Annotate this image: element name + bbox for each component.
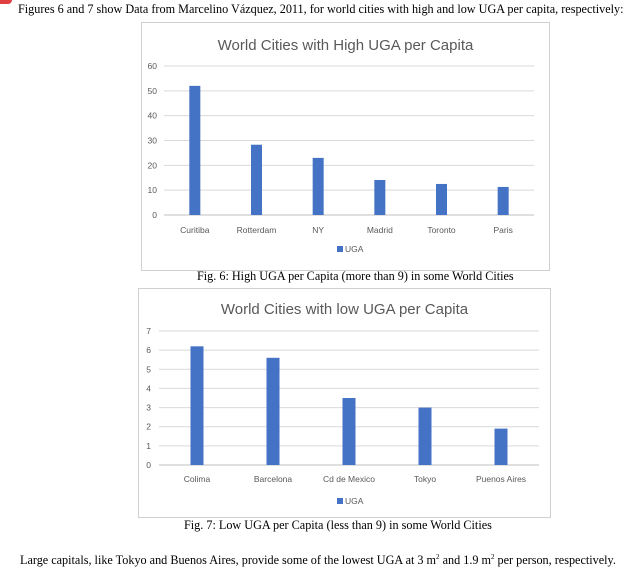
- y-tick-label: 2: [146, 422, 151, 432]
- y-tick-label: 1: [146, 441, 151, 451]
- high-uga-chart-svg: World Cities with High UGA per Capita 0 1…: [148, 37, 534, 254]
- low-uga-chart: World Cities with low UGA per Capita 0 1 2…: [138, 288, 551, 518]
- intro-paragraph: Figures 6 and 7 show Data from Marcelino…: [18, 2, 624, 16]
- bar: [497, 186, 509, 215]
- category-label: Rotterdam: [237, 225, 277, 235]
- superscript-2a: 2: [436, 552, 440, 561]
- bar: [436, 183, 447, 215]
- category-label: Madrid: [367, 225, 393, 235]
- y-tick-label: 60: [148, 61, 158, 71]
- y-tick-label: 10: [148, 185, 158, 195]
- y-tick-label: 5: [146, 364, 151, 374]
- bar: [374, 179, 386, 215]
- chart-title: World Cities with low UGA per Capita: [221, 301, 469, 318]
- category-label: Paris: [493, 225, 512, 235]
- figure-7-caption: Fig. 7: Low UGA per Capita (less than 9)…: [184, 518, 492, 532]
- closing-text-3: per person, respectively.: [494, 553, 616, 567]
- high-uga-chart: World Cities with High UGA per Capita 0 1…: [141, 22, 550, 271]
- category-label: Curitiba: [180, 225, 210, 235]
- category-label: Tokyo: [414, 474, 436, 484]
- category-label: Puenos Aires: [476, 474, 526, 484]
- closing-paragraph: Large capitals, like Tokyo and Buenos Ai…: [20, 553, 620, 568]
- y-tick-label: 50: [148, 86, 158, 96]
- category-label: Cd de Mexico: [323, 474, 375, 484]
- y-tick-label: 7: [146, 326, 151, 336]
- y-tick-label: 40: [148, 111, 158, 121]
- category-label: Toronto: [427, 225, 456, 235]
- legend-label: UGA: [345, 496, 364, 506]
- bar: [418, 407, 432, 465]
- decorative-red-mark: [0, 0, 12, 4]
- bar: [342, 398, 356, 465]
- closing-text-1: Large capitals, like Tokyo and Buenos Ai…: [20, 553, 437, 567]
- category-label: Barcelona: [254, 474, 293, 484]
- legend-label: UGA: [345, 244, 364, 254]
- low-uga-chart-svg: World Cities with low UGA per Capita 0 1 2…: [146, 301, 539, 506]
- y-tick-label: 0: [146, 460, 151, 470]
- superscript-2b: 2: [491, 552, 495, 561]
- bar: [494, 428, 508, 465]
- category-label: NY: [312, 225, 324, 235]
- y-tick-label: 4: [146, 383, 151, 393]
- y-tick-label: 6: [146, 345, 151, 355]
- legend-swatch: [337, 498, 343, 504]
- figure-6-caption: Fig. 6: High UGA per Capita (more than 9…: [197, 269, 514, 283]
- legend-swatch: [337, 246, 343, 252]
- y-tick-label: 20: [148, 160, 158, 170]
- bar: [312, 157, 324, 215]
- chart-title: World Cities with High UGA per Capita: [218, 37, 474, 54]
- y-tick-label: 30: [148, 136, 158, 146]
- y-tick-label: 0: [152, 210, 157, 220]
- bar: [190, 346, 204, 465]
- category-label: Colima: [184, 474, 211, 484]
- bar: [189, 85, 201, 215]
- closing-text-2: and 1.9 m: [439, 553, 491, 567]
- bar: [266, 357, 280, 465]
- y-tick-label: 3: [146, 403, 151, 413]
- bar: [251, 144, 262, 215]
